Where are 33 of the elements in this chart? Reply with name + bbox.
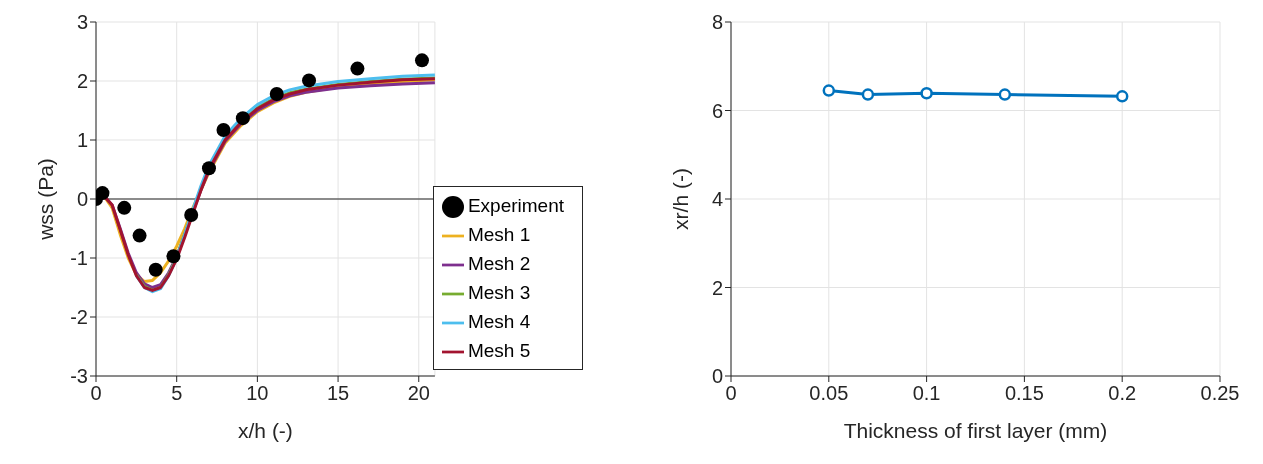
y-axis-title: wss (Pa) (34, 158, 58, 241)
y-tick-label: 4 (711, 188, 723, 211)
y-axis-title: xr/h (-) (669, 168, 693, 230)
x-tick-label: 0 (725, 382, 737, 405)
x-tick-label: 0 (90, 382, 102, 405)
legend-label: Experiment (467, 195, 564, 216)
y-tick-label: 2 (711, 276, 723, 299)
y-tick-label: 0 (711, 365, 723, 388)
x-axis-title: Thickness of first layer (mm) (843, 419, 1108, 442)
y-tick-label: -1 (70, 247, 88, 270)
x-tick-label: 10 (246, 382, 269, 405)
y-tick-label: 8 (711, 11, 723, 34)
x-tick-label: 15 (326, 382, 350, 405)
y-tick-label: 1 (76, 129, 88, 152)
legend-label: Mesh 4 (467, 311, 531, 332)
legend-label: Mesh 2 (467, 253, 531, 274)
y-tick-label: 2 (76, 70, 88, 93)
legend-label: Mesh 1 (467, 224, 531, 245)
x-tick-label: 20 (407, 382, 430, 405)
y-tick-label: 3 (76, 11, 88, 34)
x-tick-label: 0.2 (1108, 382, 1137, 405)
y-tick-label: -3 (70, 365, 88, 388)
y-tick-label: 0 (76, 188, 88, 211)
y-tick-label: -2 (70, 306, 88, 329)
y-tick-label: 6 (711, 99, 723, 122)
x-tick-label: 0.05 (809, 382, 849, 405)
legend-label: Mesh 5 (467, 340, 531, 361)
x-tick-label: 0.15 (1004, 382, 1044, 405)
x-axis-title: x/h (-) (238, 419, 293, 442)
x-tick-label: 0.1 (912, 382, 941, 405)
x-tick-label: 0.25 (1200, 382, 1240, 405)
legend-label: Mesh 3 (467, 282, 531, 303)
x-tick-label: 5 (171, 382, 183, 405)
